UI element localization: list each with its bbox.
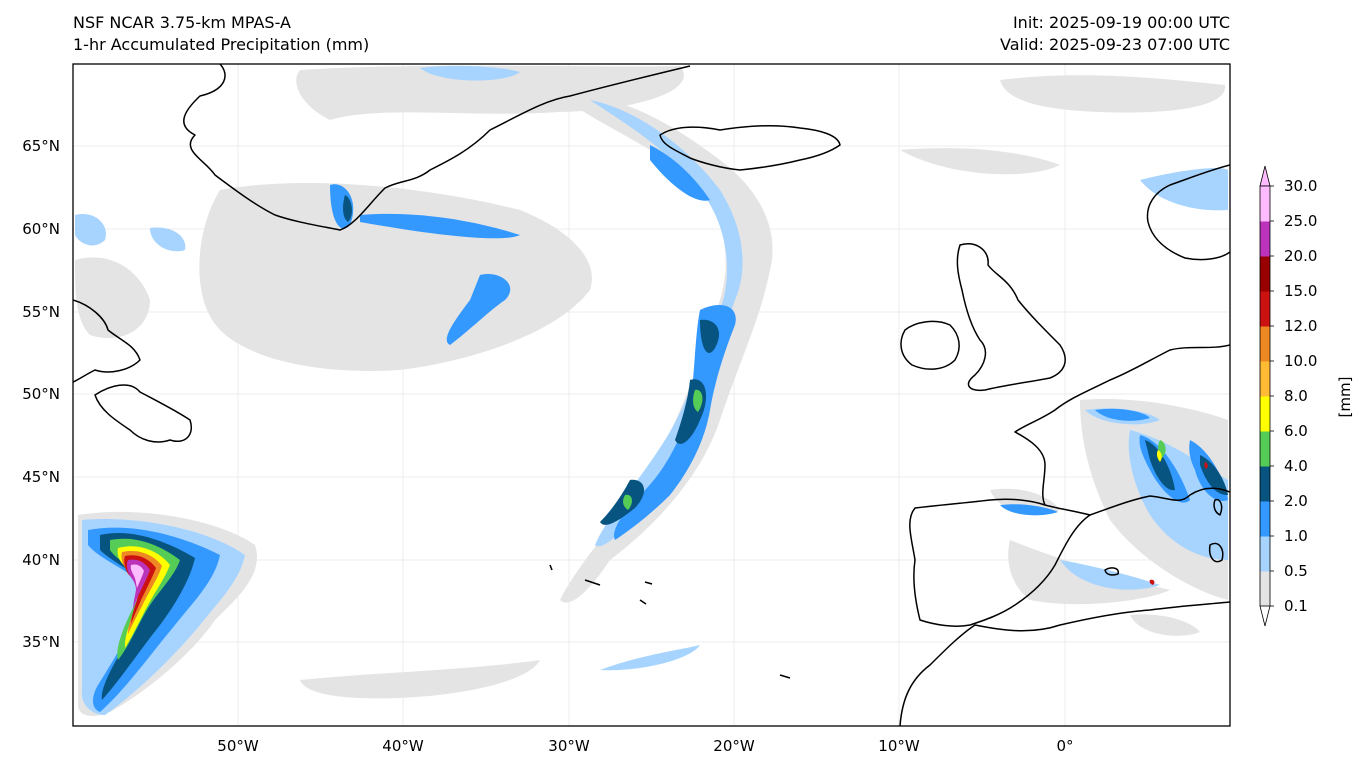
lon-label: 30°W — [548, 737, 590, 755]
colorbar-level-label: 15.0 — [1284, 282, 1317, 300]
field-name: 1-hr Accumulated Precipitation (mm) — [73, 35, 370, 54]
lon-label: 40°W — [382, 737, 424, 755]
precip-heavy-core — [117, 450, 1208, 648]
colorbar-level-label: 6.0 — [1284, 422, 1308, 440]
colorbar-swatch — [1260, 466, 1270, 502]
colorbar-level-label: 10.0 — [1284, 352, 1317, 370]
colorbar-swatch — [1260, 501, 1270, 537]
colorbar-level-label: 30.0 — [1284, 177, 1317, 195]
colorbar-level-label: 25.0 — [1284, 212, 1317, 230]
lat-label: 60°N — [22, 220, 60, 238]
lat-label: 40°N — [22, 551, 60, 569]
colorbar-swatch — [1260, 396, 1270, 432]
coastlines — [73, 64, 1230, 726]
lat-label: 50°N — [22, 385, 60, 403]
colorbar-swatch — [1260, 256, 1270, 292]
colorbar-swatch — [1260, 291, 1270, 327]
lat-label: 35°N — [22, 633, 60, 651]
map-area — [73, 64, 1230, 726]
lat-label: 65°N — [22, 137, 60, 155]
map-frame — [72, 63, 1231, 727]
colorbar-unit-label: [mm] — [1336, 377, 1354, 418]
colorbar-level-label: 0.1 — [1284, 597, 1308, 615]
lon-label: 50°W — [217, 737, 259, 755]
lat-label: 45°N — [22, 468, 60, 486]
colorbar-swatch — [1260, 186, 1270, 222]
colorbar-min-arrow — [1259, 605, 1271, 627]
colorbar-level-label: 1.0 — [1284, 527, 1308, 545]
title-right: Init: 2025-09-19 00:00 UTC Valid: 2025-0… — [1000, 12, 1230, 56]
init-time: Init: 2025-09-19 00:00 UTC — [1012, 13, 1230, 32]
colorbar-max-arrow — [1259, 165, 1271, 187]
lat-label: 55°N — [22, 303, 60, 321]
colorbar-level-label: 8.0 — [1284, 387, 1308, 405]
valid-time: Valid: 2025-09-23 07:00 UTC — [999, 35, 1230, 54]
lon-label: 10°W — [878, 737, 920, 755]
colorbar-swatch — [1260, 571, 1270, 607]
colorbar-swatch — [1260, 326, 1270, 362]
colorbar-swatch — [1260, 221, 1270, 257]
colorbar-swatch — [1260, 361, 1270, 397]
colorbar-swatch — [1260, 431, 1270, 467]
lon-label: 0° — [1056, 737, 1073, 755]
model-name: NSF NCAR 3.75-km MPAS-A — [73, 13, 291, 32]
title-left: NSF NCAR 3.75-km MPAS-A 1-hr Accumulated… — [73, 12, 369, 56]
precip-light-areas — [75, 65, 1228, 716]
colorbar-swatch — [1260, 536, 1270, 572]
colorbar-level-label: 4.0 — [1284, 457, 1308, 475]
colorbar-level-label: 12.0 — [1284, 317, 1317, 335]
lon-label: 20°W — [713, 737, 755, 755]
colorbar-level-label: 2.0 — [1284, 492, 1308, 510]
colorbar-level-label: 0.5 — [1284, 562, 1308, 580]
axis-labels: 65°N 60°N 55°N 50°N 45°N 40°N 35°N 50°W … — [22, 137, 1073, 755]
colorbar: 0.1 0.5 1.0 2.0 4.0 6.0 8.0 10.0 12.0 15.0 20.0 25.… — [1259, 165, 1317, 627]
colorbar-level-label: 20.0 — [1284, 247, 1317, 265]
